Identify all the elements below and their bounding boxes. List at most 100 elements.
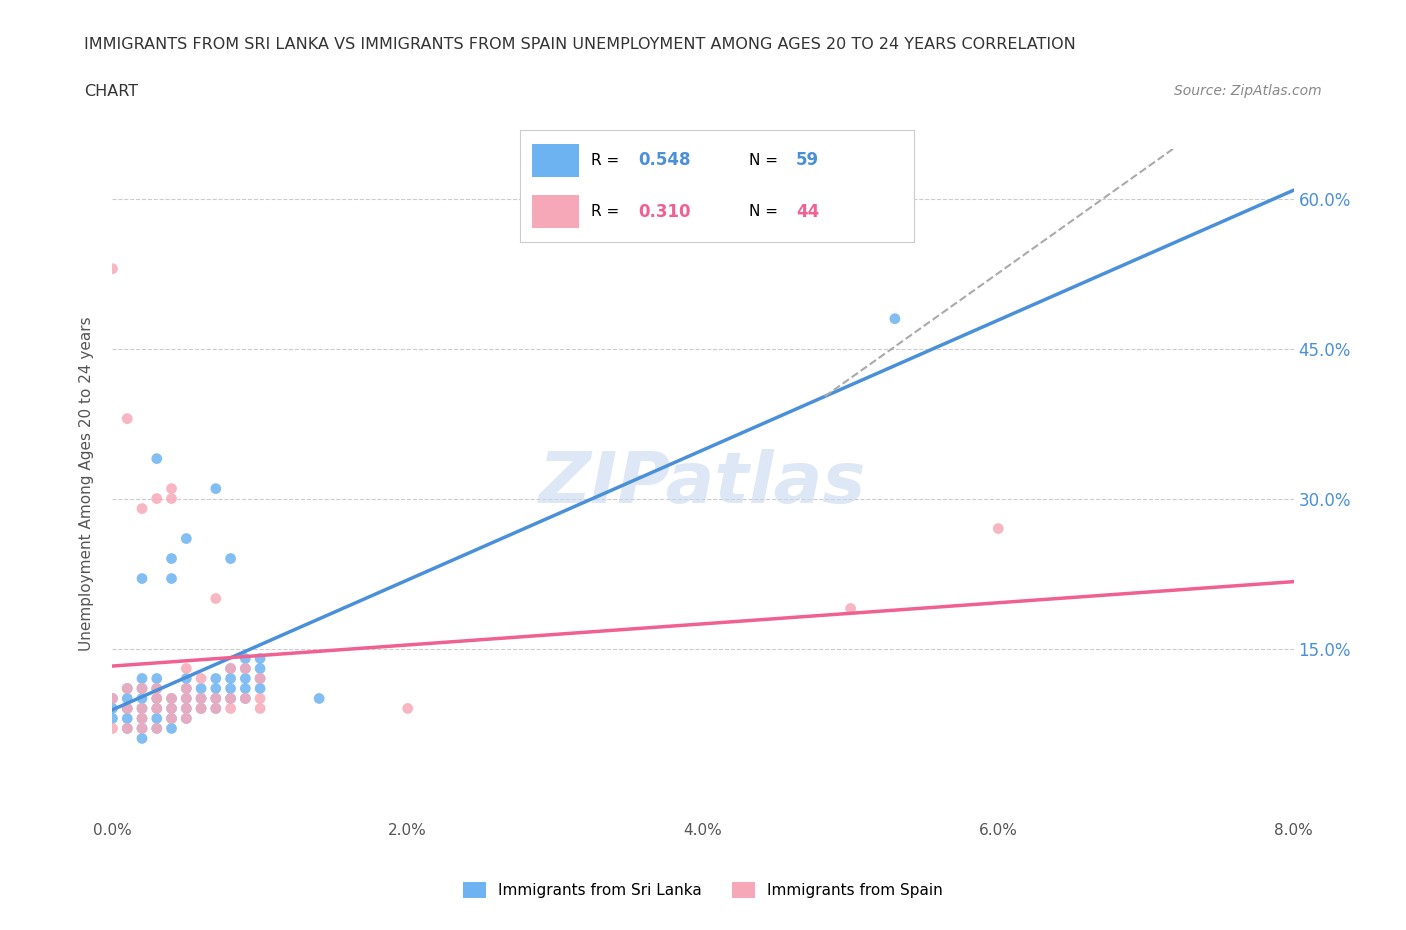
FancyBboxPatch shape <box>531 195 579 229</box>
Point <box>131 701 153 716</box>
Point <box>131 671 153 686</box>
Point <box>174 691 197 706</box>
Point <box>131 711 153 726</box>
Point <box>233 691 256 706</box>
Point <box>219 701 242 716</box>
Point <box>131 691 153 706</box>
Text: Source: ZipAtlas.com: Source: ZipAtlas.com <box>1174 84 1322 98</box>
Point <box>131 501 153 516</box>
Point <box>174 681 197 696</box>
Text: 59: 59 <box>796 152 818 169</box>
Point <box>160 691 183 706</box>
Point <box>117 701 138 716</box>
Point <box>131 681 153 696</box>
Point <box>146 451 169 466</box>
Point <box>233 671 256 686</box>
Point <box>219 691 242 706</box>
Point <box>249 691 271 706</box>
Legend: Immigrants from Sri Lanka, Immigrants from Spain: Immigrants from Sri Lanka, Immigrants fr… <box>457 876 949 905</box>
Point <box>146 681 169 696</box>
Point <box>174 711 197 726</box>
Point <box>249 661 271 676</box>
Point <box>190 701 212 716</box>
Point <box>190 681 212 696</box>
Point <box>190 691 212 706</box>
Point <box>219 691 242 706</box>
Point <box>160 571 183 586</box>
Point <box>205 691 228 706</box>
Point <box>131 731 153 746</box>
Point <box>308 691 330 706</box>
Point <box>117 691 138 706</box>
Point <box>174 701 197 716</box>
Text: N =: N = <box>748 205 782 219</box>
Point <box>146 681 169 696</box>
Point <box>174 661 197 676</box>
Point <box>249 681 271 696</box>
Point <box>117 711 138 726</box>
Text: IMMIGRANTS FROM SRI LANKA VS IMMIGRANTS FROM SPAIN UNEMPLOYMENT AMONG AGES 20 TO: IMMIGRANTS FROM SRI LANKA VS IMMIGRANTS … <box>84 37 1076 52</box>
Point <box>131 571 153 586</box>
Point <box>160 711 183 726</box>
Point <box>174 701 197 716</box>
Point <box>146 711 169 726</box>
Point <box>146 721 169 736</box>
Point <box>205 701 228 716</box>
Point <box>219 551 242 566</box>
Point <box>987 521 1010 536</box>
Text: R =: R = <box>591 153 624 167</box>
Point <box>101 721 124 736</box>
Point <box>249 671 271 686</box>
Point <box>117 411 138 426</box>
Point <box>131 681 153 696</box>
Point <box>205 591 228 606</box>
Point <box>233 691 256 706</box>
Point <box>219 661 242 676</box>
Point <box>190 701 212 716</box>
Point <box>233 651 256 666</box>
Point <box>174 671 197 686</box>
Point <box>160 701 183 716</box>
Point <box>131 721 153 736</box>
Point <box>146 691 169 706</box>
Point <box>205 481 228 496</box>
Point <box>219 671 242 686</box>
Point <box>205 701 228 716</box>
Point <box>205 671 228 686</box>
Point <box>396 701 419 716</box>
Point <box>131 721 153 736</box>
Point <box>190 691 212 706</box>
Point <box>174 681 197 696</box>
Point <box>174 531 197 546</box>
Point <box>131 711 153 726</box>
Point <box>131 701 153 716</box>
Point <box>101 711 124 726</box>
Point <box>160 701 183 716</box>
Point <box>146 701 169 716</box>
Point <box>160 721 183 736</box>
Point <box>205 691 228 706</box>
Text: 0.548: 0.548 <box>638 152 690 169</box>
Point <box>233 661 256 676</box>
Point <box>146 491 169 506</box>
Point <box>101 261 124 276</box>
Y-axis label: Unemployment Among Ages 20 to 24 years: Unemployment Among Ages 20 to 24 years <box>79 316 94 651</box>
Point <box>146 721 169 736</box>
Text: 44: 44 <box>796 203 820 220</box>
Text: N =: N = <box>748 153 782 167</box>
Point <box>839 601 862 616</box>
Point <box>117 681 138 696</box>
Point <box>160 711 183 726</box>
Point <box>160 491 183 506</box>
Point <box>233 661 256 676</box>
Point <box>101 691 124 706</box>
Point <box>174 691 197 706</box>
Point <box>249 701 271 716</box>
Point <box>219 661 242 676</box>
Point <box>101 691 124 706</box>
Point <box>190 671 212 686</box>
Point <box>101 701 124 716</box>
Point <box>249 671 271 686</box>
FancyBboxPatch shape <box>531 143 579 177</box>
Point <box>146 701 169 716</box>
